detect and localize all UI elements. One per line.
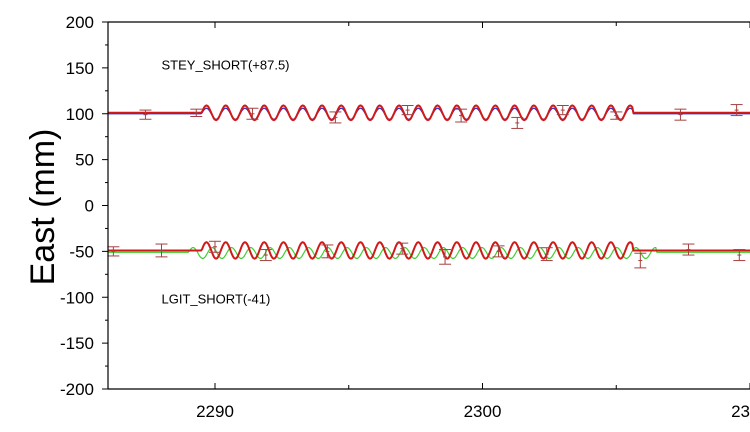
error-bar <box>209 240 221 253</box>
error-bar <box>556 104 569 116</box>
series-line-lgit-short <box>108 241 750 260</box>
error-bar <box>155 243 168 258</box>
y-tick-label: -200 <box>60 380 94 399</box>
error-bar <box>540 247 553 262</box>
error-bar <box>730 104 743 117</box>
y-tick-label: -150 <box>60 334 94 353</box>
error-bar <box>321 244 334 259</box>
y-axis: 200 150 100 50 0 -50 -100 -150 -200 <box>60 13 109 399</box>
error-bar <box>682 243 695 256</box>
y-tick-label: -50 <box>69 242 94 261</box>
error-bar <box>511 116 524 129</box>
error-bar <box>492 245 505 258</box>
plot-area <box>107 104 750 269</box>
error-bar <box>190 108 203 118</box>
y-axis-label: East (mm) <box>24 129 62 286</box>
y-tick-label: 50 <box>75 151 94 170</box>
error-bar <box>246 107 259 120</box>
x-tick-label: 2300 <box>464 402 502 421</box>
x-tick-label: 2290 <box>196 402 234 421</box>
error-bar <box>259 249 272 262</box>
annotations: STEY_SHORT(+87.5) LGIT_SHORT(-41) <box>162 58 290 307</box>
error-bar <box>733 249 746 262</box>
x-tick-label: 2310 <box>731 402 750 421</box>
series-annotation: STEY_SHORT(+87.5) <box>162 58 290 73</box>
error-bar <box>401 104 414 116</box>
error-bar <box>634 252 647 269</box>
error-bar <box>329 111 342 124</box>
error-bar <box>139 109 152 120</box>
error-bar <box>107 246 120 257</box>
error-bar <box>455 108 468 123</box>
y-tick-label: 100 <box>66 105 94 124</box>
series-line-stey-short <box>108 104 750 122</box>
y-tick-label: 200 <box>66 13 94 32</box>
error-bar <box>439 249 452 265</box>
series-annotation: LGIT_SHORT(-41) <box>162 292 271 307</box>
x-axis: 2290 2300 2310 <box>108 21 750 421</box>
y-tick-label: -100 <box>60 288 94 307</box>
y-tick-label: 150 <box>66 59 94 78</box>
error-bar <box>610 111 623 120</box>
y-tick-label: 0 <box>85 197 94 216</box>
error-bar <box>674 108 687 121</box>
error-bar <box>396 242 409 255</box>
